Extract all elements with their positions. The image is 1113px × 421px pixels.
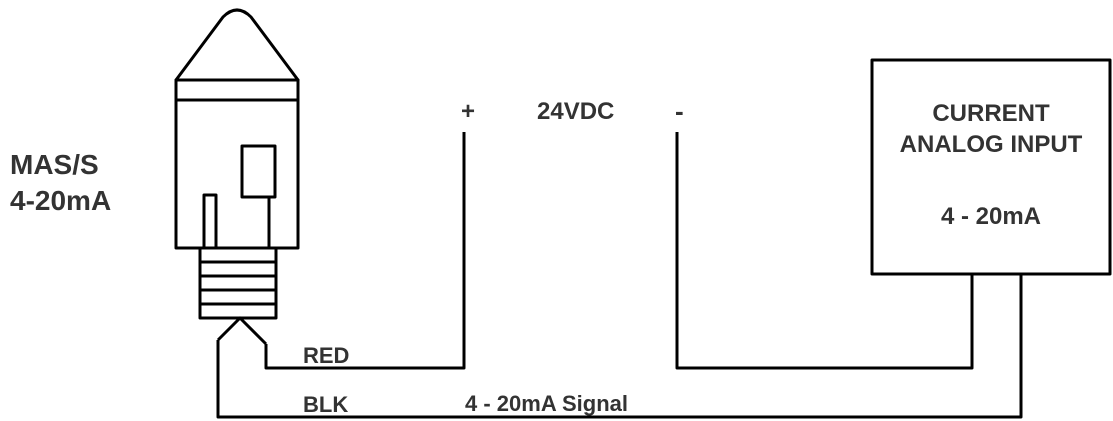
sensor-cap xyxy=(174,8,300,82)
analog-input-box xyxy=(870,58,1112,276)
analog-input-title-line2: ANALOG INPUT xyxy=(899,131,1083,158)
red-wire-label: RED xyxy=(303,343,350,368)
red-wire xyxy=(264,132,466,370)
sensor-pin xyxy=(202,193,218,250)
analog-input-title-line1: CURRENT xyxy=(932,100,1050,127)
sensor-element xyxy=(240,144,277,199)
supply-voltage-label: 24VDC xyxy=(537,98,615,125)
sensor-wire-exit xyxy=(216,316,268,346)
sensor-collar xyxy=(174,78,300,102)
sensor-housing xyxy=(174,98,300,250)
negative-wire xyxy=(675,132,974,370)
sensor-model: MAS/S xyxy=(10,149,99,180)
analog-input-title: CURRENT ANALOG INPUT xyxy=(872,98,1110,160)
black-wire-label: BLK xyxy=(303,392,349,417)
positive-terminal-label: + xyxy=(461,98,476,125)
black-wire xyxy=(216,274,1023,419)
sensor-probe xyxy=(174,8,300,346)
sensor-range: 4-20mA xyxy=(10,185,112,216)
analog-input-range: 4 - 20mA xyxy=(940,203,1042,230)
sensor-label: MAS/S 4-20mA xyxy=(10,147,111,219)
negative-terminal-label: - xyxy=(675,96,684,126)
signal-label: 4 - 20mA Signal xyxy=(465,391,629,416)
sensor-thread xyxy=(198,246,278,320)
